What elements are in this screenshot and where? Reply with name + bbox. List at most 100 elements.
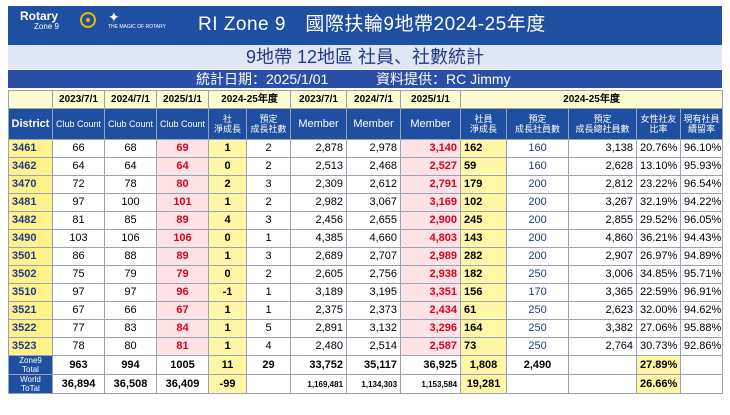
table-cell: 2,707	[346, 247, 402, 266]
table-cell: 1	[208, 247, 247, 266]
table-cell: 102	[460, 193, 508, 212]
table-row: 3462 64 64 64 0 2 2,513 2,468 2,527 59 160 2,628 13.…	[8, 157, 724, 176]
table-cell: 4	[245, 337, 292, 356]
table-cell: 75	[52, 265, 105, 284]
total-cell: 36,508	[104, 374, 157, 394]
table-cell: 4,385	[290, 229, 348, 248]
table-cell: 94.62%	[680, 301, 724, 320]
total-cell	[680, 374, 724, 394]
table-cell: -1	[208, 283, 247, 302]
table-cell: 2,791	[400, 175, 462, 194]
district-cell: 3462	[8, 157, 53, 176]
table-row: 3470 72 78 80 2 3 2,309 2,612 2,791 179 200 2,812 23…	[8, 175, 724, 194]
table-cell: 89	[156, 247, 209, 266]
table-cell: 250	[506, 265, 570, 284]
table-cell: 2,587	[400, 337, 462, 356]
rotary-logo: Rotary Zone 9	[20, 10, 84, 42]
table-cell: 164	[460, 319, 508, 338]
table-row: 3523 78 80 81 1 4 2,480 2,514 2,587 73 250 2,764 30.…	[8, 337, 724, 356]
total-cell	[568, 355, 638, 375]
table-cell: 3,140	[400, 139, 462, 158]
table-cell: 69	[156, 139, 209, 158]
table-cell: 97	[104, 283, 157, 302]
table-cell: 250	[506, 337, 570, 356]
total-cell: 36,925	[400, 355, 462, 375]
table-cell: 200	[506, 211, 570, 230]
table-cell: 96	[156, 283, 209, 302]
table-cell: 2,812	[568, 175, 638, 194]
table-cell: 2,513	[290, 157, 348, 176]
total-label: Zone9 Total	[8, 355, 53, 375]
table-row: 3501 86 88 89 1 3 2,689 2,707 2,989 282 200 2,907 26…	[8, 247, 724, 266]
header-cell: 2024/7/1	[346, 90, 402, 109]
table-cell: 106	[156, 229, 209, 248]
column-header: Club Count	[52, 108, 105, 140]
header-bar: Rotary Zone 9 ✦ THE MAGIC OF ROTARY RI Z…	[8, 6, 722, 45]
table-cell: 20.76%	[636, 139, 682, 158]
column-header: 預定 成長總社員數	[568, 108, 638, 140]
table-cell: 200	[506, 193, 570, 212]
table-cell: 2,514	[346, 337, 402, 356]
table-cell: 97	[52, 193, 105, 212]
total-cell: 36,894	[52, 374, 105, 394]
table-cell: 78	[52, 337, 105, 356]
table-cell: 3,006	[568, 265, 638, 284]
column-header: 現有社員 續留率	[680, 108, 724, 140]
total-cell: 1,153,584	[400, 374, 462, 394]
table-cell: 5	[245, 319, 292, 338]
total-cell	[680, 355, 724, 375]
table-cell: 101	[156, 193, 209, 212]
table-cell: 2,855	[568, 211, 638, 230]
table-cell: 2,527	[400, 157, 462, 176]
table-cell: 2,309	[290, 175, 348, 194]
table-cell: 3,296	[400, 319, 462, 338]
table-cell: 200	[506, 247, 570, 266]
table-row: 3510 97 97 96 -1 1 3,189 3,195 3,351 156 170 3,365 2…	[8, 283, 724, 302]
table-cell: 1	[208, 319, 247, 338]
table-row: 3481 97 100 101 1 2 2,982 3,067 3,169 102 200 3,267…	[8, 193, 724, 212]
logo-sub: Zone 9	[34, 22, 59, 31]
table-cell: 64	[104, 157, 157, 176]
table-cell: 27.06%	[636, 319, 682, 338]
table-cell: 3	[245, 211, 292, 230]
magic-of-rotary-logo: ✦ THE MAGIC OF ROTARY	[108, 10, 168, 42]
table-cell: 34.85%	[636, 265, 682, 284]
table-cell: 250	[506, 301, 570, 320]
logo-text: Rotary	[20, 9, 59, 23]
header-cell: 2023/7/1	[52, 90, 105, 109]
table-cell: 2,612	[346, 175, 402, 194]
table-cell: 88	[104, 247, 157, 266]
table-cell: 96.54%	[680, 175, 724, 194]
table-cell: 2,756	[346, 265, 402, 284]
table-cell: 1	[208, 193, 247, 212]
district-cell: 3521	[8, 301, 53, 320]
table-cell: 0	[208, 157, 247, 176]
table-cell: 160	[506, 139, 570, 158]
table-cell: 4,860	[568, 229, 638, 248]
total-cell: 1005	[156, 355, 209, 375]
table-cell: 72	[52, 175, 105, 194]
page-title: RI Zone 9 國際扶輪9地帶2024-25年度	[198, 14, 546, 35]
table-cell: 3,138	[568, 139, 638, 158]
table-cell: 94.89%	[680, 247, 724, 266]
header-cell: 2024-25年度	[207, 90, 292, 109]
table-cell: 3,267	[568, 193, 638, 212]
table-cell: 3,365	[568, 283, 638, 302]
table-cell: 3,132	[346, 319, 402, 338]
total-cell	[568, 374, 638, 394]
table-cell: 2,375	[290, 301, 348, 320]
table-cell: 162	[460, 139, 508, 158]
table-cell: 1	[208, 139, 247, 158]
table-cell: 78	[104, 175, 157, 194]
total-cell: 36,409	[156, 374, 209, 394]
star-icon: ✦	[108, 9, 120, 25]
rotary-wheel-icon	[80, 12, 96, 28]
table-cell: 2	[245, 157, 292, 176]
table-cell: 95.88%	[680, 319, 724, 338]
table-cell: 32.19%	[636, 193, 682, 212]
table-cell: 2	[208, 175, 247, 194]
total-cell: 35,117	[346, 355, 402, 375]
district-cell: 3510	[8, 283, 53, 302]
table-cell: 2,907	[568, 247, 638, 266]
